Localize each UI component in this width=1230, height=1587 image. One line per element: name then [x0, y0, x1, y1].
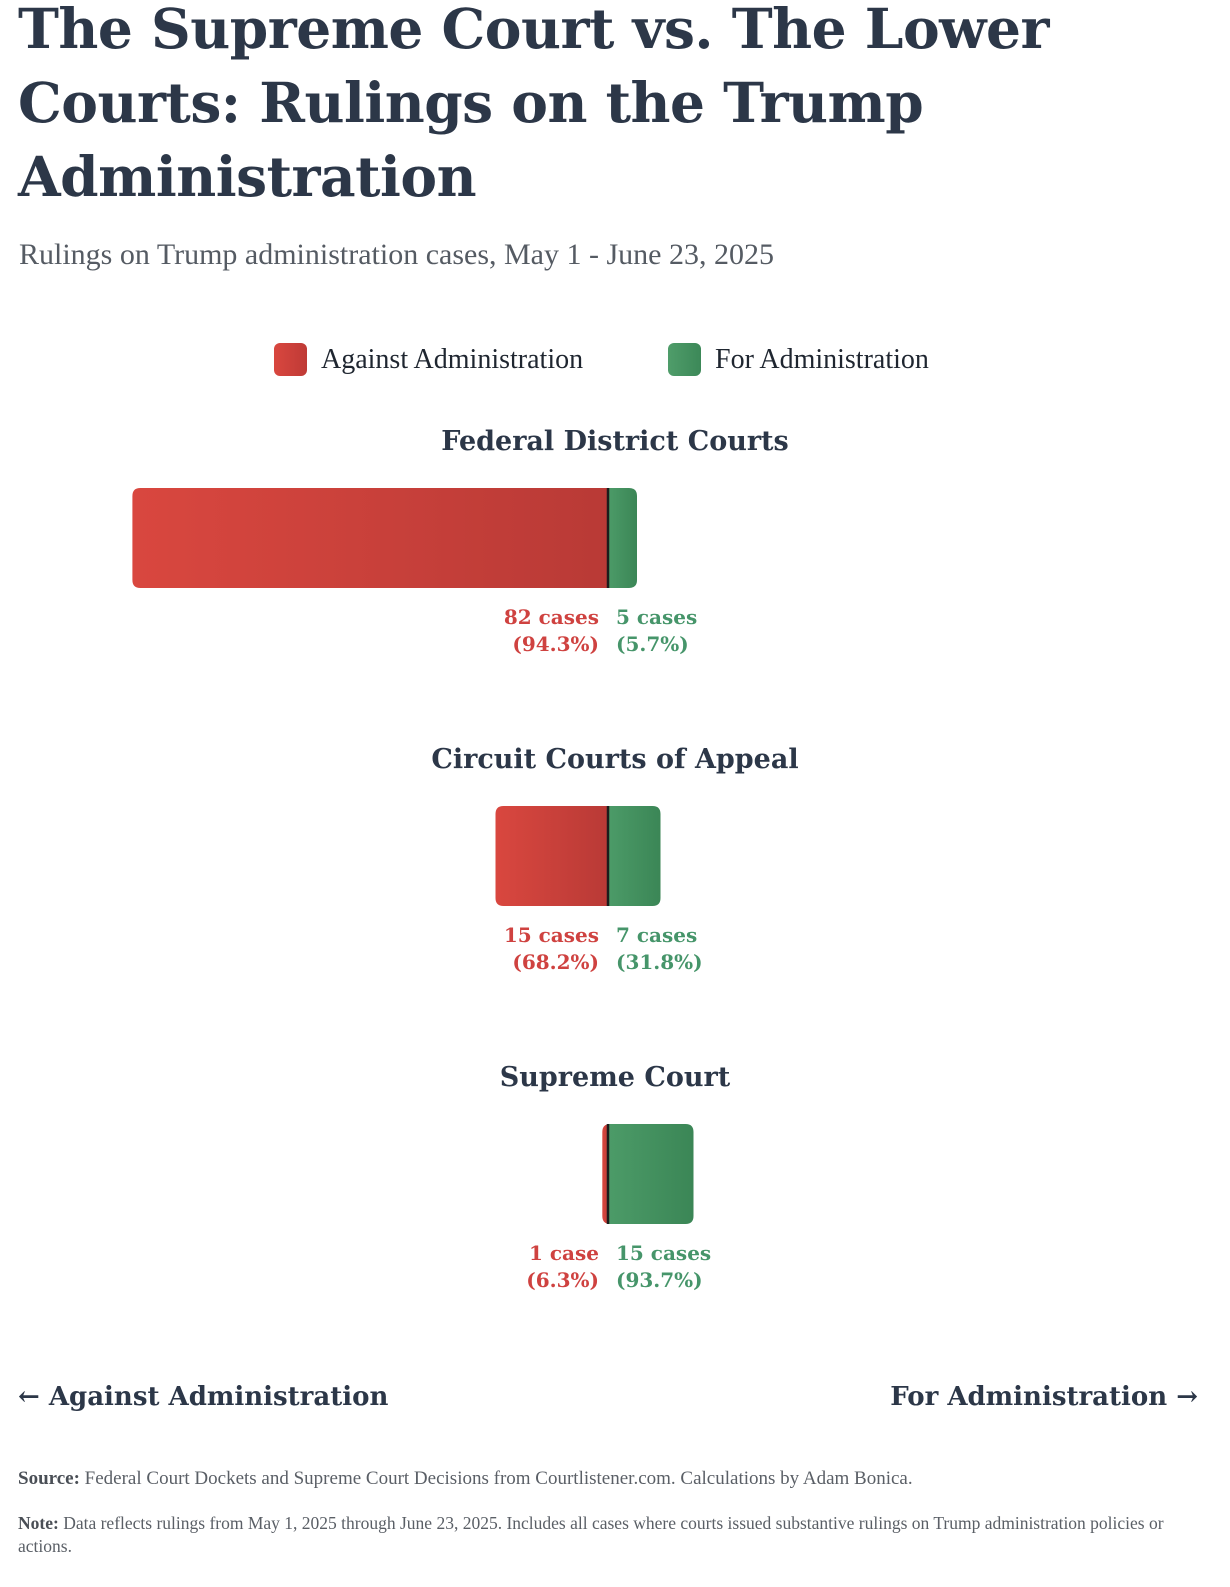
- legend-item-for: For Administration: [668, 343, 929, 376]
- axis-label-for: For Administration →: [890, 1382, 1198, 1412]
- label-against-pct-district: (94.3%): [512, 632, 599, 656]
- chart-subtitle: Rulings on Trump administration cases, M…: [19, 238, 774, 271]
- label-for-count-district: 5 cases: [616, 605, 697, 629]
- note-text: Data reflects rulings from May 1, 2025 t…: [18, 1513, 1164, 1556]
- label-for-pct-supreme: (93.7%): [616, 1268, 703, 1292]
- label-for-count-circuit: 7 cases: [616, 923, 697, 947]
- panel-title-district: Federal District Courts: [441, 426, 789, 457]
- label-for-pct-circuit: (31.8%): [616, 950, 703, 974]
- axis-label-against: ← Against Administration: [18, 1382, 389, 1412]
- bar-against-district: [132, 488, 608, 588]
- panel-title-circuit: Circuit Courts of Appeal: [431, 744, 799, 775]
- source-label: Source:: [18, 1468, 80, 1489]
- legend-label-for: For Administration: [715, 343, 929, 375]
- label-against-pct-supreme: (6.3%): [526, 1268, 599, 1292]
- bar-for-circuit: [608, 806, 661, 906]
- bar-against-supreme: [602, 1124, 611, 1224]
- legend-label-against: Against Administration: [321, 343, 584, 375]
- bar-for-district: [608, 488, 637, 588]
- footnote: Note: Data reflects rulings from May 1, …: [18, 1512, 1198, 1558]
- label-for-pct-district: (5.7%): [616, 632, 689, 656]
- bar-against-circuit: [495, 806, 608, 906]
- source-text: Federal Court Dockets and Supreme Court …: [79, 1468, 913, 1489]
- label-for-count-supreme: 15 cases: [616, 1241, 711, 1265]
- label-against-pct-circuit: (68.2%): [512, 950, 599, 974]
- label-against-count-circuit: 15 cases: [504, 923, 599, 947]
- source-note: Source: Federal Court Dockets and Suprem…: [18, 1468, 1198, 1490]
- label-against-count-supreme: 1 case: [529, 1241, 599, 1265]
- panel-title-supreme: Supreme Court: [499, 1062, 731, 1093]
- chart-title: The Supreme Court vs. The Lower Courts: …: [18, 0, 1049, 209]
- note-label: Note:: [18, 1513, 59, 1533]
- legend-swatch-against: [274, 343, 307, 376]
- legend: Against Administration For Administratio…: [0, 343, 1230, 379]
- label-against-count-district: 82 cases: [504, 605, 599, 629]
- legend-item-against: Against Administration: [274, 343, 583, 376]
- legend-swatch-for: [668, 343, 701, 376]
- bar-for-supreme: [608, 1124, 694, 1224]
